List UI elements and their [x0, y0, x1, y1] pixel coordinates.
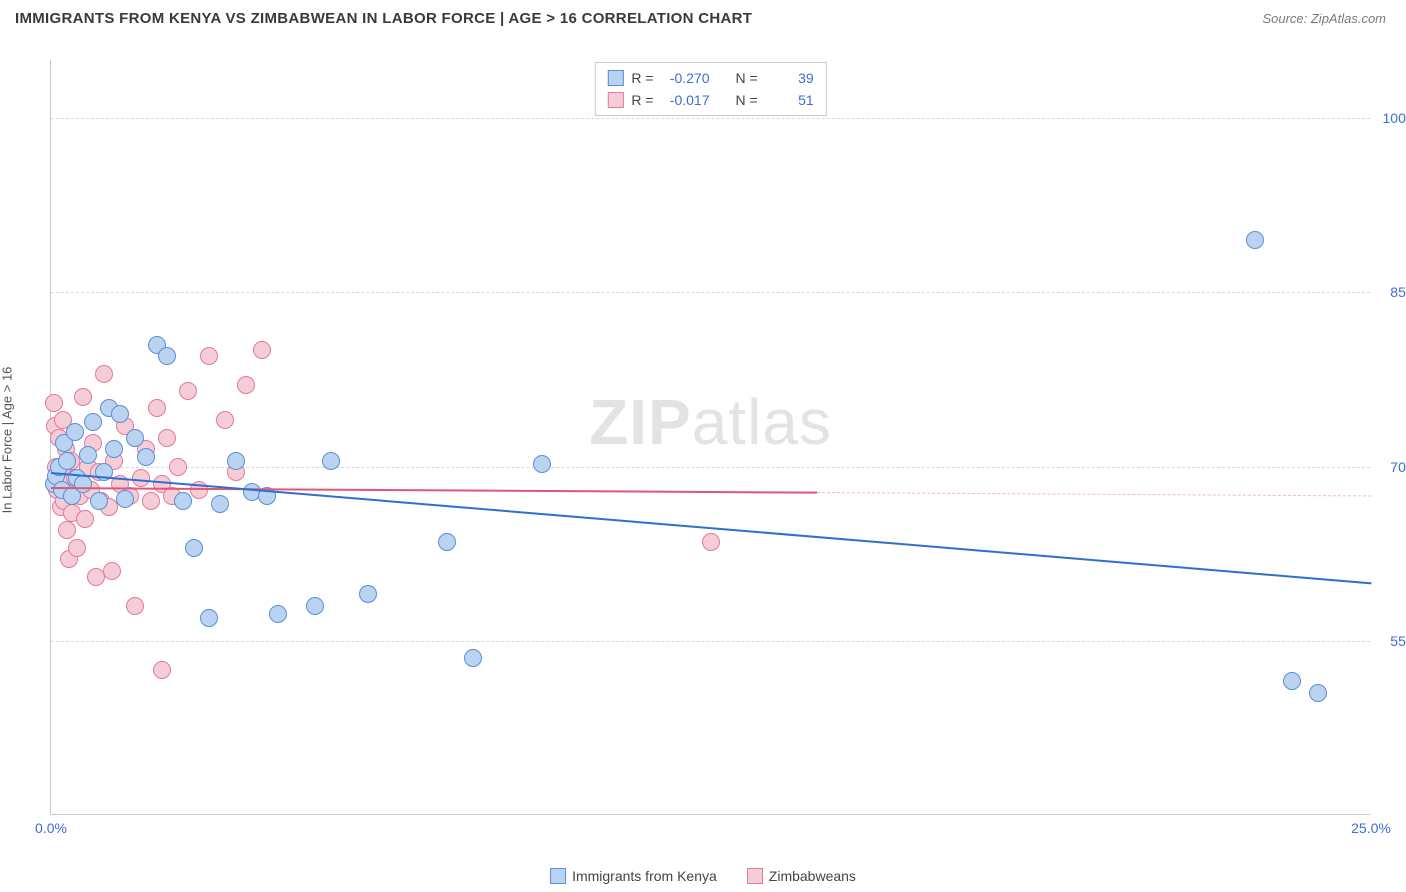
stat-label: R =: [631, 92, 653, 108]
data-point: [76, 510, 94, 528]
stat-row-series1: R = -0.270 N = 39: [607, 67, 813, 89]
data-point: [200, 609, 218, 627]
data-point: [79, 446, 97, 464]
data-point: [126, 429, 144, 447]
data-point: [174, 492, 192, 510]
gridline: [51, 467, 1370, 468]
swatch-icon: [607, 70, 623, 86]
data-point: [211, 495, 229, 513]
data-point: [74, 475, 92, 493]
gridline: [51, 118, 1370, 119]
data-point: [158, 429, 176, 447]
chart-title: IMMIGRANTS FROM KENYA VS ZIMBABWEAN IN L…: [15, 10, 752, 27]
legend-item-series2: Zimbabweans: [747, 868, 856, 884]
data-point: [153, 661, 171, 679]
source-attribution: Source: ZipAtlas.com: [1262, 11, 1386, 26]
stat-label: R =: [631, 70, 653, 86]
data-point: [105, 440, 123, 458]
data-point: [68, 539, 86, 557]
scatter-chart: In Labor Force | Age > 16 ZIPatlas R = -…: [15, 45, 1391, 835]
data-point: [438, 533, 456, 551]
correlation-stats-box: R = -0.270 N = 39 R = -0.017 N = 51: [594, 62, 826, 116]
x-tick-label: 25.0%: [1351, 820, 1391, 836]
plot-area: ZIPatlas R = -0.270 N = 39 R = -0.017 N …: [50, 60, 1370, 815]
stat-label: N =: [736, 70, 758, 86]
data-point: [322, 452, 340, 470]
data-point: [148, 399, 166, 417]
stat-value-n: 51: [766, 92, 814, 108]
data-point: [269, 605, 287, 623]
data-point: [74, 388, 92, 406]
legend-label: Zimbabweans: [769, 868, 856, 884]
y-tick-label: 55.0%: [1375, 633, 1406, 649]
data-point: [45, 394, 63, 412]
y-tick-label: 100.0%: [1375, 110, 1406, 126]
data-point: [1283, 672, 1301, 690]
data-point: [1246, 231, 1264, 249]
data-point: [95, 365, 113, 383]
y-tick-label: 85.0%: [1375, 284, 1406, 300]
data-point: [142, 492, 160, 510]
data-point: [158, 347, 176, 365]
data-point: [111, 405, 129, 423]
data-point: [58, 452, 76, 470]
swatch-icon: [607, 92, 623, 108]
data-point: [58, 521, 76, 539]
data-point: [90, 492, 108, 510]
legend-item-series1: Immigrants from Kenya: [550, 868, 717, 884]
stat-value-r: -0.017: [662, 92, 710, 108]
gridline: [51, 292, 1370, 293]
data-point: [84, 413, 102, 431]
stat-value-n: 39: [766, 70, 814, 86]
data-point: [169, 458, 187, 476]
data-point: [359, 585, 377, 603]
stat-row-series2: R = -0.017 N = 51: [607, 89, 813, 111]
y-tick-label: 70.0%: [1375, 459, 1406, 475]
watermark: ZIPatlas: [589, 385, 832, 459]
header: IMMIGRANTS FROM KENYA VS ZIMBABWEAN IN L…: [0, 0, 1406, 33]
data-point: [533, 455, 551, 473]
swatch-icon: [550, 868, 566, 884]
data-point: [200, 347, 218, 365]
data-point: [66, 423, 84, 441]
data-point: [227, 452, 245, 470]
data-point: [116, 490, 134, 508]
stat-label: N =: [736, 92, 758, 108]
data-point: [306, 597, 324, 615]
gridline: [51, 641, 1370, 642]
stat-value-r: -0.270: [662, 70, 710, 86]
trend-line: [51, 472, 1371, 584]
data-point: [702, 533, 720, 551]
swatch-icon: [747, 868, 763, 884]
data-point: [216, 411, 234, 429]
data-point: [137, 448, 155, 466]
data-point: [103, 562, 121, 580]
data-point: [185, 539, 203, 557]
data-point: [179, 382, 197, 400]
data-point: [126, 597, 144, 615]
data-point: [464, 649, 482, 667]
trend-line: [817, 492, 1371, 496]
data-point: [1309, 684, 1327, 702]
data-point: [253, 341, 271, 359]
y-axis-label: In Labor Force | Age > 16: [0, 367, 15, 514]
data-point: [237, 376, 255, 394]
legend: Immigrants from Kenya Zimbabweans: [550, 868, 856, 884]
legend-label: Immigrants from Kenya: [572, 868, 717, 884]
x-tick-label: 0.0%: [35, 820, 67, 836]
